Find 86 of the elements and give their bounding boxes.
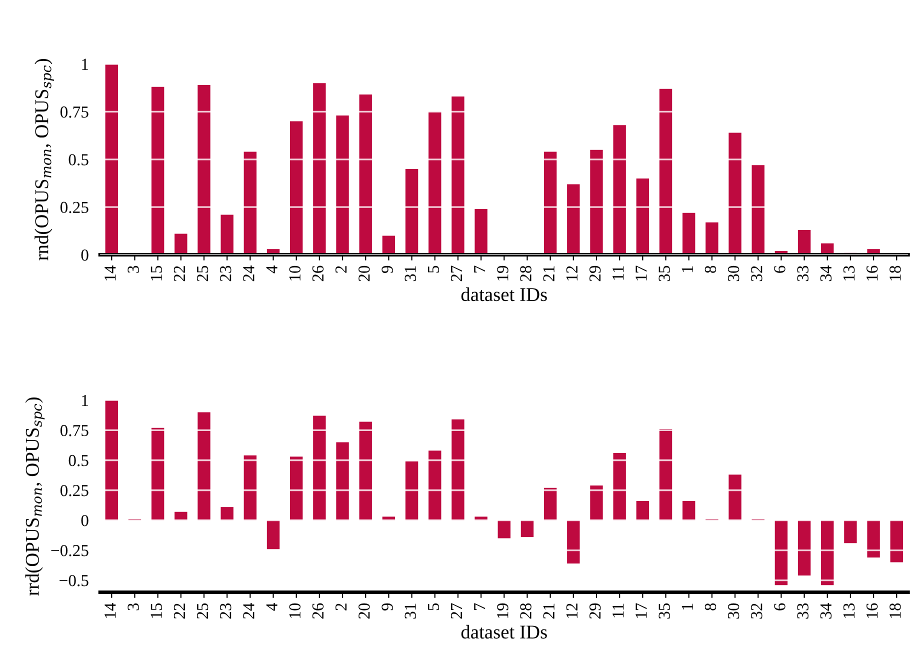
x-tick-label: 8 [704, 266, 716, 273]
x-tick-label: 21 [543, 604, 554, 619]
x-tick-label: 34 [820, 602, 832, 619]
y-tick-label: 0 [81, 249, 88, 261]
x-tick-label: 27 [450, 603, 462, 619]
x-tick-label: 16 [866, 266, 878, 280]
x-tick-label: 2 [335, 266, 347, 273]
x-tick-label: 31 [404, 604, 416, 619]
x-tick-label: 3 [128, 266, 139, 273]
x-tick-label: 34 [820, 265, 832, 282]
y-tick-label: −0.25 [51, 544, 88, 556]
x-tick-label: 15 [150, 266, 162, 280]
x-tick-label: 18 [890, 603, 901, 618]
y-tick-label: 0.5 [68, 454, 88, 466]
x-tick-label: 32 [751, 604, 762, 619]
x-tick-label: 28 [520, 266, 532, 282]
x-tick-label: 22 [174, 266, 185, 282]
x-tick-label: 14 [104, 602, 116, 618]
y-tick-label: 0 [81, 514, 88, 526]
x-tick-label: 31 [404, 266, 416, 282]
x-tick-label: 9 [382, 266, 393, 274]
x-tick-label: 12 [566, 604, 578, 618]
x-tick-label: 6 [774, 266, 786, 273]
x-tick-label: 3 [128, 603, 139, 610]
y-tick-label: 0.75 [60, 424, 88, 436]
x-tick-label: 10 [289, 266, 301, 280]
y-tick-label: 0.25 [60, 202, 88, 214]
y-tick-label: 1 [82, 58, 88, 70]
x-tick-label: 33 [797, 603, 808, 619]
x-tick-label: 4 [266, 602, 278, 611]
x-tick-label: 9 [382, 603, 393, 611]
x-tick-label: 19 [497, 603, 508, 618]
x-tick-label: 2 [335, 604, 347, 610]
x-tick-label: 7 [474, 266, 486, 272]
x-tick-label: 29 [589, 603, 601, 619]
x-tick-label: 4 [266, 265, 278, 274]
x-tick-label: 23 [220, 266, 232, 282]
x-tick-label: 19 [497, 266, 508, 280]
x-tick-label: 5 [428, 603, 440, 610]
x-tick-label: 24 [243, 265, 254, 282]
x-tick-label: 16 [866, 603, 878, 618]
x-tick-label: 17 [636, 266, 647, 280]
x-tick-label: 7 [474, 603, 486, 610]
x-tick-label: 1 [682, 266, 693, 272]
x-tick-label: 18 [890, 266, 901, 280]
y-axis-title: rrd(OPUS$_{mon}$, OPUS$_{spc}$) [25, 398, 45, 596]
x-tick-label: 11 [612, 604, 624, 618]
x-tick-label: 6 [774, 603, 786, 610]
y-tick-label: −0.5 [60, 574, 88, 586]
y-tick-label: 0.25 [60, 484, 88, 496]
x-tick-label: 20 [358, 603, 370, 619]
x-tick-label: 11 [612, 266, 624, 280]
x-tick-label: 15 [150, 603, 162, 618]
x-tick-label: 33 [797, 266, 808, 282]
x-tick-label: 28 [520, 603, 532, 619]
x-tick-label: 21 [543, 266, 554, 282]
x-tick-label: 23 [220, 603, 232, 619]
x-tick-label: 30 [728, 266, 740, 282]
y-tick-label: 1 [82, 394, 88, 406]
x-tick-label: 26 [312, 603, 324, 619]
x-tick-label: 26 [312, 266, 324, 282]
x-tick-label: 17 [636, 603, 647, 618]
x-tick-label: 20 [358, 266, 370, 282]
x-tick-label: 22 [174, 604, 185, 619]
x-tick-label: 10 [289, 603, 301, 618]
x-axis-title: dataset IDs [461, 624, 547, 639]
x-tick-label: 35 [658, 603, 670, 619]
x-tick-label: 24 [243, 602, 254, 619]
y-axis-title: rnd(OPUS$_{mon}$, OPUS$_{spc}$) [34, 59, 54, 260]
x-tick-label: 30 [728, 603, 740, 619]
x-tick-label: 35 [658, 266, 670, 282]
x-tick-label: 27 [450, 266, 462, 282]
x-tick-label: 12 [566, 266, 578, 280]
x-tick-label: 14 [104, 265, 116, 280]
x-tick-label: 1 [682, 604, 693, 610]
x-tick-label: 25 [196, 603, 208, 619]
x-tick-label: 32 [751, 266, 762, 282]
x-tick-label: 13 [843, 603, 855, 618]
x-tick-label: 5 [428, 266, 440, 273]
y-tick-label: 0.5 [68, 154, 88, 166]
x-tick-label: 29 [589, 266, 601, 282]
x-tick-label: 25 [196, 266, 208, 282]
x-tick-label: 8 [704, 603, 716, 610]
y-tick-label: 0.75 [60, 106, 88, 118]
x-tick-label: 13 [843, 266, 855, 280]
x-axis-title: dataset IDs [461, 287, 547, 302]
